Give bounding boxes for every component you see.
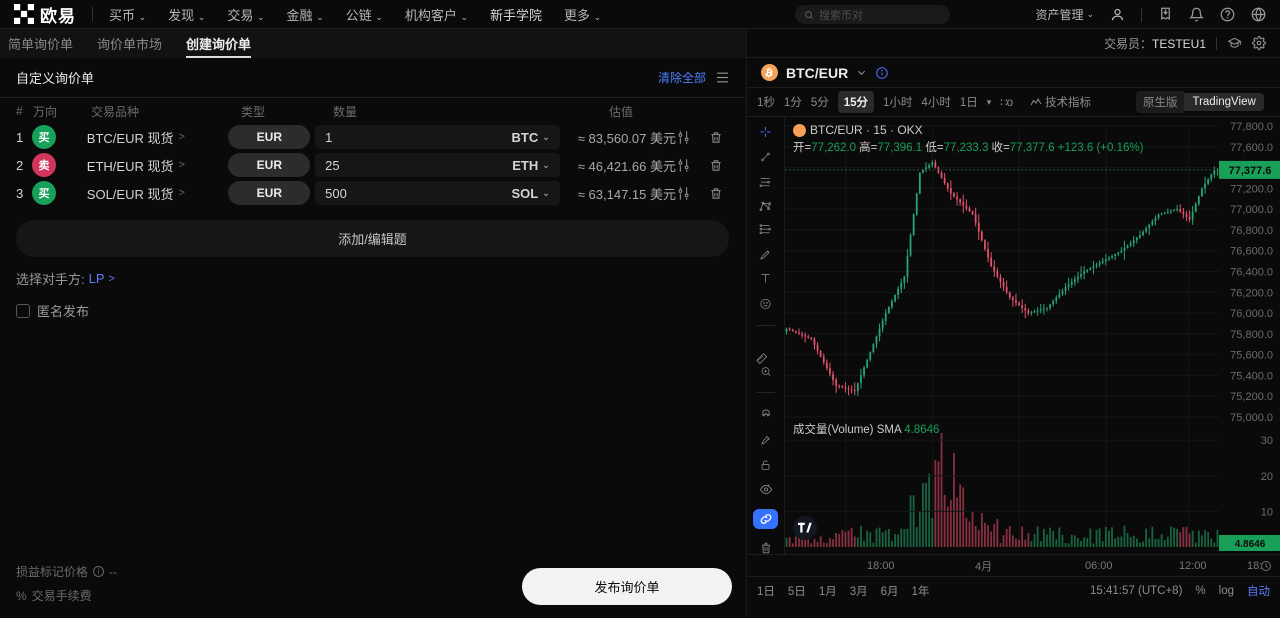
svg-text:75,600.0: 75,600.0 <box>1230 350 1273 362</box>
svg-text:77,600.0: 77,600.0 <box>1230 142 1273 154</box>
svg-text:76,000.0: 76,000.0 <box>1230 308 1273 320</box>
svg-text:77,377.6: 77,377.6 <box>1229 165 1272 177</box>
svg-text:77,800.0: 77,800.0 <box>1230 121 1273 133</box>
svg-text:76,600.0: 76,600.0 <box>1230 246 1273 258</box>
svg-text:77,000.0: 77,000.0 <box>1230 204 1273 216</box>
svg-text:77,200.0: 77,200.0 <box>1230 183 1273 195</box>
svg-text:4.8646: 4.8646 <box>1235 539 1266 550</box>
svg-text:76,800.0: 76,800.0 <box>1230 225 1273 237</box>
svg-text:76,200.0: 76,200.0 <box>1230 287 1273 299</box>
svg-text:30: 30 <box>1261 435 1273 447</box>
svg-text:75,000.0: 75,000.0 <box>1230 412 1273 424</box>
svg-text:10: 10 <box>1261 506 1273 518</box>
svg-text:75,400.0: 75,400.0 <box>1230 370 1273 382</box>
svg-text:75,800.0: 75,800.0 <box>1230 329 1273 341</box>
svg-text:76,400.0: 76,400.0 <box>1230 267 1273 279</box>
svg-text:75,200.0: 75,200.0 <box>1230 391 1273 403</box>
svg-text:20: 20 <box>1261 471 1273 483</box>
